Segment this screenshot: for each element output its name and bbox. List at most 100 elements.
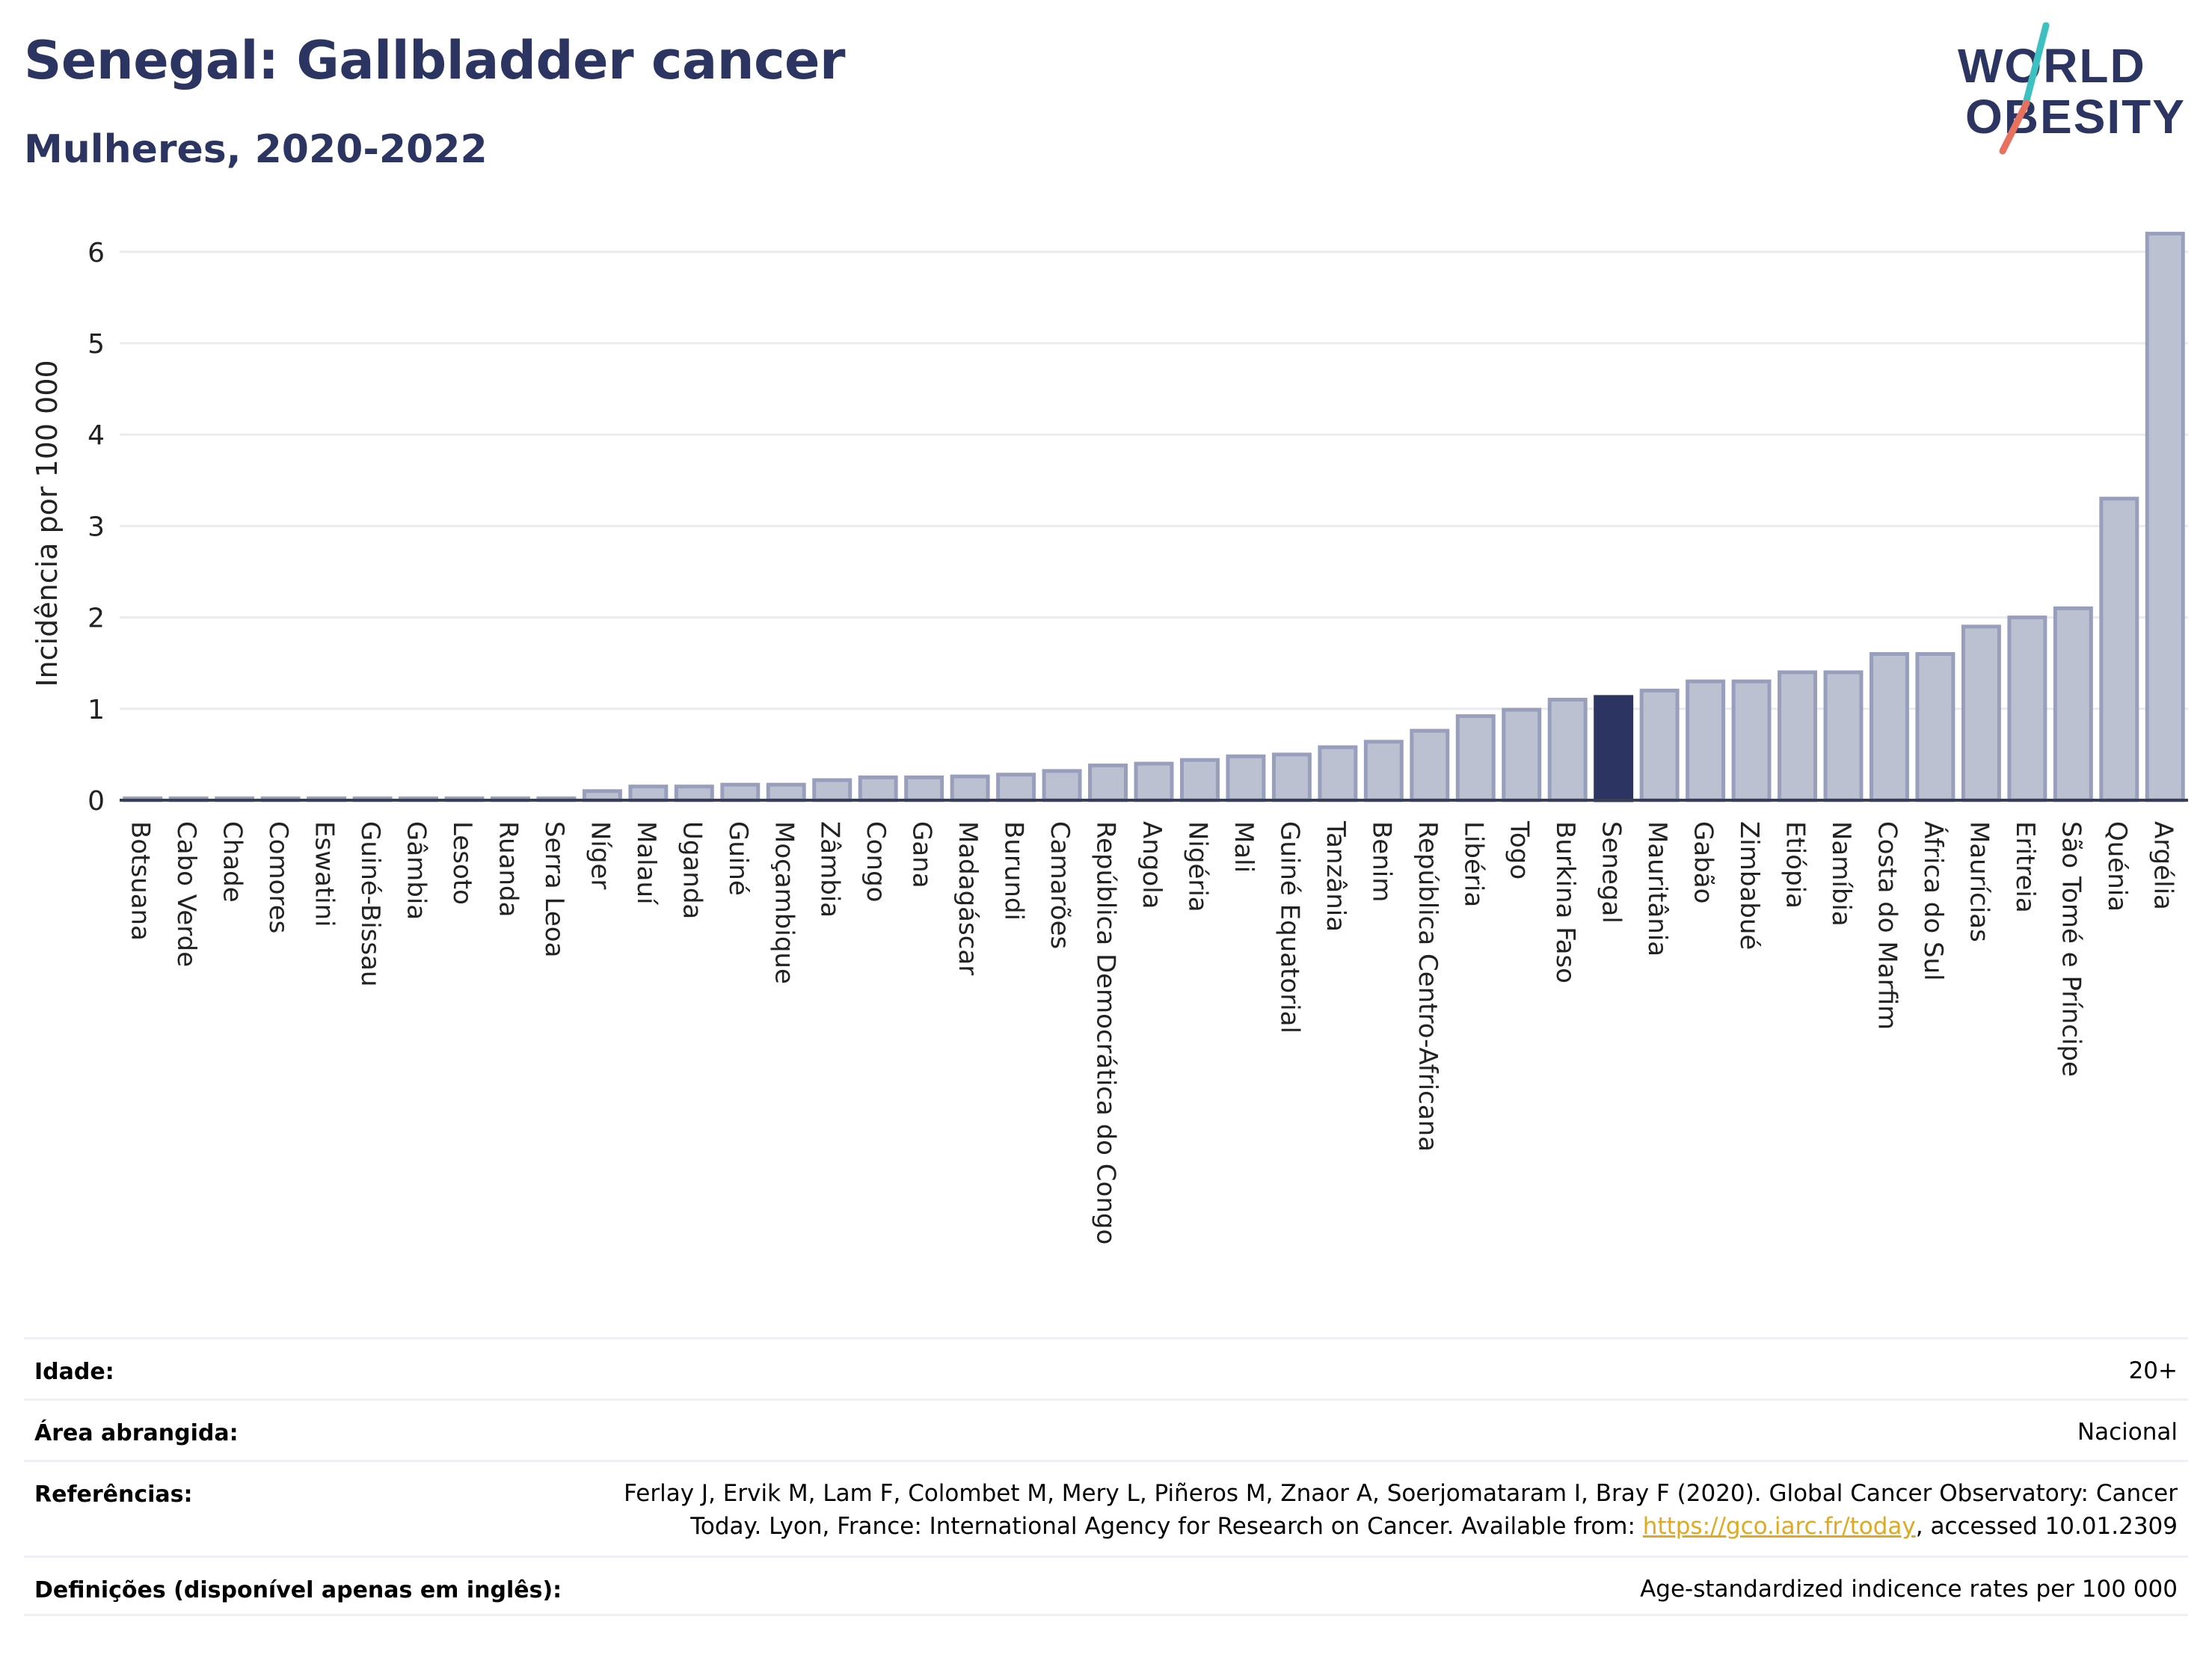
x-tick-label: Botsuana [126,821,156,941]
bar[interactable] [1778,670,1818,802]
x-tick-label: República Centro-Africana [1413,821,1443,1152]
x-tick-label: Zimbabué [1734,821,1764,950]
x-tick-label: Zâmbia [815,821,845,918]
bar[interactable] [1731,679,1772,802]
bar[interactable] [996,773,1036,802]
x-tick-label: Uganda [677,821,707,919]
x-tick-label: Eswatini [310,821,340,927]
x-tick-label: Guiné-Bissau [355,821,385,986]
bar[interactable] [950,774,990,802]
x-tick-label: Etiópia [1781,821,1810,909]
y-axis-label: Incidência por 100 000 [31,360,64,687]
age-value: 20+ [2128,1357,2178,1384]
chart-title: Senegal: Gallbladder cancer [24,30,846,91]
x-tick-label: Tanzânia [1321,820,1351,932]
bar[interactable] [1318,745,1358,802]
references-label: Referências: [34,1481,193,1508]
x-tick-label: Gana [907,821,937,888]
bar[interactable] [812,778,852,802]
x-tick-label: Senegal [1597,821,1626,924]
bar[interactable] [720,782,761,802]
x-tick-label: Benim [1366,821,1396,902]
x-axis-labels: Botsuana Cabo Verde Chade Comores Eswatini Gu… [126,820,2178,1244]
x-tick-label: Mali [1229,821,1259,873]
bar[interactable] [904,775,944,802]
references-link[interactable]: https://gco.iarc.fr/today [1642,1513,1916,1540]
bar[interactable] [628,784,669,802]
info-row-area: Área abrangida: Nacional [24,1398,2188,1462]
bar[interactable] [1134,761,1174,802]
bars [123,231,2185,802]
bar[interactable] [1179,758,1220,802]
x-tick-label: Níger [585,821,615,889]
x-tick-label: Costa do Marfim [1872,821,1902,1030]
area-value: Nacional [2077,1419,2178,1446]
x-tick-label: São Tomé e Príncipe [2056,821,2086,1077]
x-tick-label: Chade [218,821,248,903]
area-label: Área abrangida: [34,1420,239,1446]
x-tick-label: Mauritânia [1642,821,1672,957]
x-tick-label: República Democrática do Congo [1091,821,1121,1244]
bar[interactable] [1502,707,1542,802]
references-line-2-post: , accessed 10.01.2309 [1915,1513,2178,1540]
bar[interactable] [1869,651,1909,802]
chart-subtitle: Mulheres, 2020-2022 [24,127,488,172]
references-line-2: Today. Lyon, France: International Agenc… [624,1510,2178,1543]
y-tick-label: 5 [87,329,105,360]
bar[interactable] [1686,679,1726,802]
references-line-1: Ferlay J, Ervik M, Lam F, Colombet M, Me… [624,1480,2178,1507]
bar[interactable] [1547,698,1588,802]
bar[interactable] [2145,231,2185,802]
x-tick-label: Lesoto [447,821,477,905]
logo-text-obesity: OBESITY [1965,90,2186,144]
y-tick-label: 4 [87,420,105,451]
x-tick-label: Libéria [1458,821,1488,907]
x-tick-label: Moçambique [769,821,799,984]
bar[interactable] [674,784,714,802]
bar[interactable] [766,782,806,802]
bar[interactable] [1823,670,1864,802]
x-tick-label: Cabo Verde [171,821,201,967]
age-label: Idade: [34,1359,114,1385]
definitions-label: Definições (disponível apenas em inglês)… [34,1577,562,1603]
logo-slash-top [2021,22,2050,110]
bar[interactable] [1639,688,1680,802]
bar[interactable] [2099,497,2139,802]
logo-text-world: WORLD [1958,39,2146,93]
bar[interactable] [1455,714,1496,802]
x-tick-label: Angola [1137,821,1167,909]
bar[interactable] [1961,624,2001,802]
bar-chart: 0 1 2 3 4 5 6 Botsuana Cabo Verde Chade Comores Es… [31,231,2188,1244]
y-tick-label: 0 [87,786,105,817]
y-tick-label: 3 [87,512,105,542]
references-value: Ferlay J, Ervik M, Lam F, Colombet M, Me… [624,1477,2178,1543]
bar[interactable] [1271,752,1312,802]
bar[interactable] [2053,606,2093,802]
info-bottom-rule [24,1614,2188,1616]
definitions-value: Age-standardized indicence rates per 100… [1640,1576,2178,1603]
bar[interactable] [1594,695,1634,802]
y-tick-label: 1 [87,695,105,725]
world-obesity-logo: WORLD OBESITY [1958,22,2186,155]
x-tick-label: Serra Leoa [539,821,569,957]
x-tick-label: África do Sul [1918,821,1949,981]
x-tick-label: Gâmbia [402,821,431,920]
bar[interactable] [1410,728,1450,802]
bar[interactable] [1226,754,1266,802]
info-row-references: Referências: Ferlay J, Ervik M, Lam F, C… [24,1460,2188,1558]
info-row-age: Idade: 20+ [24,1337,2188,1401]
bar[interactable] [858,775,898,802]
x-tick-label: Burundi [999,821,1029,921]
info-row-definitions: Definições (disponível apenas em inglês)… [24,1556,2188,1618]
bar[interactable] [2007,615,2047,802]
x-tick-label: Guiné Equatorial [1274,821,1304,1034]
x-tick-label: Togo [1505,820,1534,879]
x-tick-label: Camarões [1045,821,1075,949]
bar[interactable] [1915,651,1956,802]
x-tick-label: Ruanda [493,821,523,917]
bar[interactable] [1088,764,1128,802]
y-tick-label: 2 [87,604,105,634]
bar[interactable] [1363,740,1404,802]
grid-lines [120,251,2188,710]
bar[interactable] [1042,769,1082,802]
